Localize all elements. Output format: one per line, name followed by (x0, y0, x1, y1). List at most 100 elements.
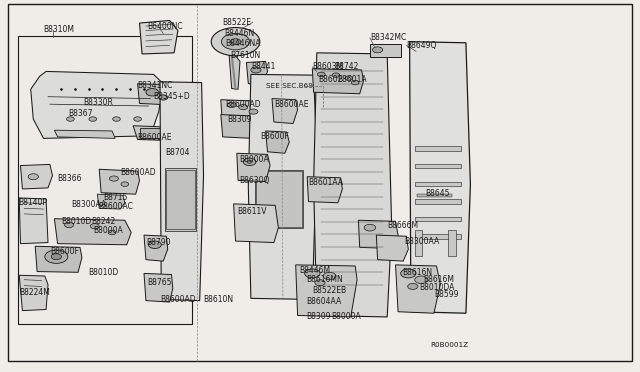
Circle shape (249, 109, 258, 114)
Circle shape (89, 117, 97, 121)
Text: B8300AA: B8300AA (404, 237, 440, 246)
Circle shape (65, 222, 74, 228)
Bar (415, 199, 461, 204)
Polygon shape (31, 71, 163, 138)
Text: B8367: B8367 (68, 109, 93, 118)
Bar (415, 230, 422, 256)
Polygon shape (144, 273, 173, 302)
Text: B8010DA: B8010DA (419, 283, 454, 292)
Circle shape (247, 160, 252, 163)
Text: B8345+D: B8345+D (154, 92, 190, 101)
Bar (415, 234, 461, 239)
Bar (415, 217, 461, 221)
Bar (140, 128, 166, 138)
Text: B8600AD: B8600AD (225, 100, 261, 109)
Text: B8309: B8309 (306, 312, 330, 321)
Circle shape (67, 117, 74, 121)
Circle shape (332, 73, 340, 77)
Circle shape (121, 182, 129, 186)
Text: B8522EB: B8522EB (312, 286, 346, 295)
Circle shape (305, 269, 320, 278)
Text: B8000A: B8000A (93, 226, 122, 235)
Polygon shape (20, 164, 52, 189)
Text: B8446NA: B8446NA (225, 39, 260, 48)
Polygon shape (97, 194, 125, 209)
Text: B8600AC: B8600AC (98, 202, 132, 211)
Polygon shape (314, 53, 392, 317)
Circle shape (323, 272, 336, 280)
Polygon shape (229, 55, 240, 89)
Text: B8600F: B8600F (50, 247, 79, 256)
Text: B8604AA: B8604AA (306, 297, 341, 306)
Circle shape (364, 224, 376, 231)
Polygon shape (54, 130, 115, 138)
Bar (165, 168, 196, 231)
Text: B8600AD: B8600AD (160, 295, 196, 304)
Text: B8330R: B8330R (83, 98, 113, 107)
Text: B8601A: B8601A (337, 76, 367, 84)
Text: B8616MN: B8616MN (306, 275, 342, 284)
Text: B8602: B8602 (319, 76, 343, 84)
Text: B8600AE: B8600AE (138, 133, 172, 142)
Circle shape (239, 105, 248, 110)
Polygon shape (376, 235, 408, 261)
Polygon shape (19, 198, 48, 244)
Circle shape (372, 47, 383, 53)
Text: B7610N: B7610N (230, 51, 260, 60)
Bar (256, 171, 302, 227)
Circle shape (148, 241, 161, 248)
Polygon shape (266, 131, 289, 153)
Text: B8649Q: B8649Q (406, 41, 436, 50)
Circle shape (159, 95, 168, 100)
Circle shape (243, 158, 256, 166)
Polygon shape (35, 246, 82, 272)
Text: B8630Q: B8630Q (239, 176, 269, 185)
Polygon shape (307, 177, 342, 203)
Bar (415, 182, 461, 186)
Bar (370, 44, 401, 57)
Text: B8140P: B8140P (18, 198, 47, 207)
Polygon shape (138, 84, 174, 105)
Text: B8600F: B8600F (260, 132, 289, 141)
Polygon shape (221, 100, 264, 131)
Text: B8790: B8790 (146, 238, 170, 247)
Bar (18, 36, 192, 324)
Polygon shape (410, 42, 470, 313)
Circle shape (108, 230, 116, 235)
Text: B8341NC: B8341NC (138, 81, 173, 90)
Polygon shape (358, 220, 398, 248)
Polygon shape (160, 82, 204, 301)
Circle shape (28, 174, 38, 180)
Bar (448, 230, 456, 256)
Circle shape (113, 117, 120, 121)
Circle shape (251, 67, 261, 73)
Text: B8010D: B8010D (61, 217, 92, 226)
Polygon shape (272, 99, 298, 124)
Circle shape (415, 276, 428, 283)
Circle shape (221, 33, 250, 50)
Polygon shape (396, 265, 440, 313)
Circle shape (230, 39, 241, 45)
Text: R0B0001Z: R0B0001Z (430, 342, 468, 348)
Bar (415, 164, 461, 168)
Polygon shape (296, 265, 357, 317)
Text: B8715: B8715 (104, 193, 128, 202)
Polygon shape (312, 69, 364, 94)
Circle shape (401, 269, 416, 278)
Text: B8441: B8441 (251, 62, 275, 71)
Polygon shape (221, 115, 257, 138)
Circle shape (45, 250, 68, 263)
Text: B8000A: B8000A (332, 312, 361, 321)
Text: B8224M: B8224M (19, 288, 50, 296)
Text: B8611V: B8611V (237, 207, 266, 216)
Circle shape (227, 102, 236, 108)
Circle shape (351, 80, 359, 85)
Circle shape (146, 89, 159, 96)
Text: B8600AD: B8600AD (120, 169, 156, 177)
Polygon shape (237, 153, 270, 182)
Text: B8616N: B8616N (402, 268, 432, 277)
Circle shape (109, 176, 118, 181)
Text: B8742: B8742 (334, 62, 358, 71)
Text: B8300AA: B8300AA (72, 200, 107, 209)
Text: B8446N: B8446N (224, 29, 254, 38)
